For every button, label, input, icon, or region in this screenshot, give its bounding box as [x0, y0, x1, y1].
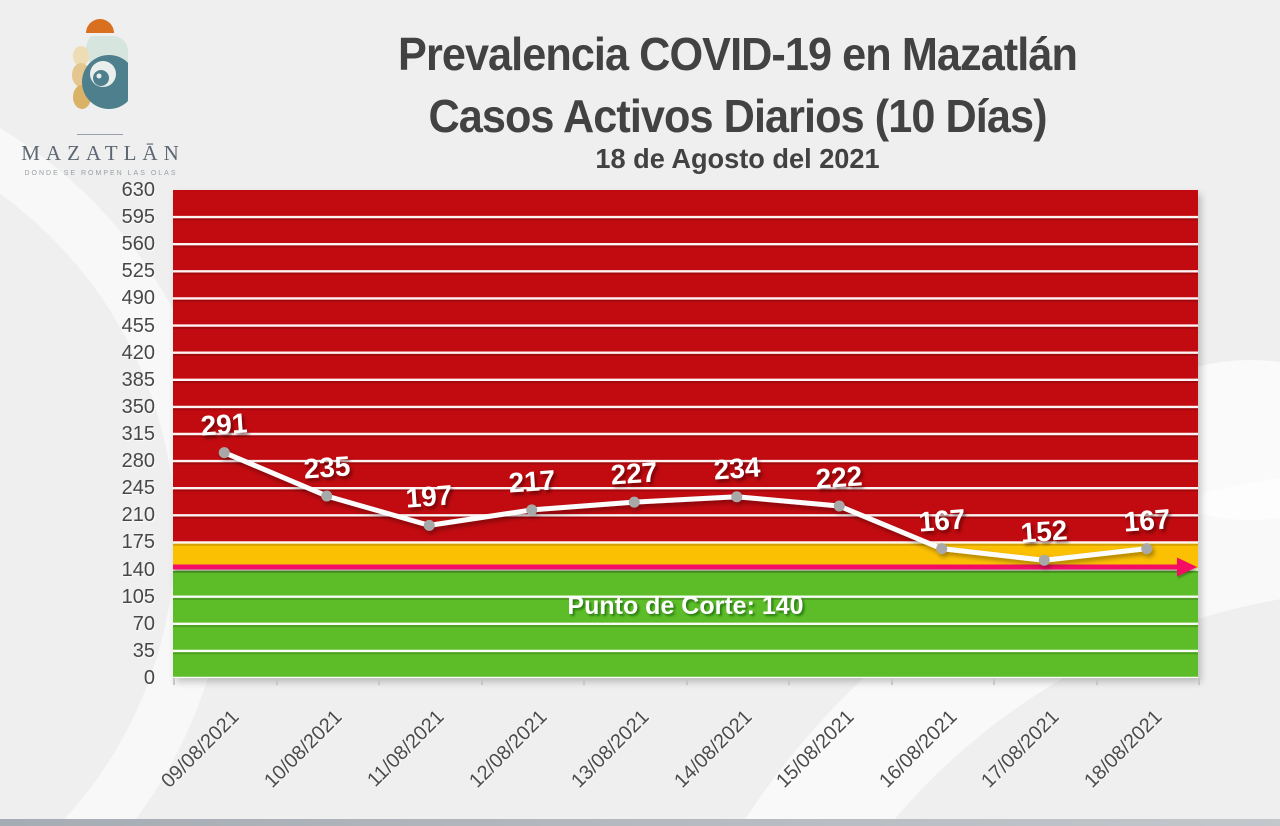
data-point-marker [731, 491, 743, 503]
mazatlan-logo: MAZATLĀN DONDE SE ROMPEN LAS OLAS [10, 12, 190, 177]
zone-band [173, 190, 1198, 543]
logo-tagline: DONDE SE ROMPEN LAS OLAS [24, 170, 178, 177]
data-point-marker [218, 447, 230, 459]
logo-divider [77, 134, 123, 135]
data-point-marker [628, 496, 640, 508]
x-axis-tick [788, 678, 790, 685]
x-axis-label: 12/08/2021 [464, 706, 552, 793]
data-point-marker [1038, 554, 1050, 566]
data-point-marker [526, 504, 538, 516]
x-axis-tick [583, 678, 585, 685]
x-axis-tick [685, 678, 688, 685]
cutoff-arrowhead [1177, 557, 1197, 577]
x-axis-label: 14/08/2021 [669, 706, 757, 793]
page-date: 18 de Agosto del 2021 [595, 143, 880, 174]
data-point-marker [833, 500, 845, 512]
x-axis-label: 10/08/2021 [259, 706, 347, 793]
chart-plot-area [173, 190, 1198, 678]
cutoff-label: Punto de Corte: 140 [567, 592, 804, 620]
bottom-edge-bar [0, 819, 1280, 826]
x-axis-label: 13/08/2021 [567, 706, 654, 793]
cutoff-line [173, 557, 1197, 577]
x-axis-tick [378, 678, 380, 685]
logo-wordmark: MAZATLĀN [21, 141, 185, 165]
page-title: Prevalencia COVID-19 en Mazatlán [398, 28, 1078, 80]
logo-sun-shape [86, 19, 114, 33]
title-block: Prevalencia COVID-19 en Mazatlán Casos A… [195, 28, 1280, 174]
data-point-marker [1141, 543, 1153, 555]
page-subtitle: Casos Activos Diarios (10 Días) [428, 90, 1047, 142]
mazatlan-logo-icon [72, 19, 128, 114]
data-point-marker [423, 519, 435, 531]
series-line [218, 447, 1153, 566]
data-point-marker [936, 543, 948, 555]
data-point-marker [321, 490, 333, 502]
x-axis-tick [275, 678, 278, 685]
x-axis-tick [480, 678, 483, 685]
x-axis-label: 11/08/2021 [363, 706, 449, 792]
